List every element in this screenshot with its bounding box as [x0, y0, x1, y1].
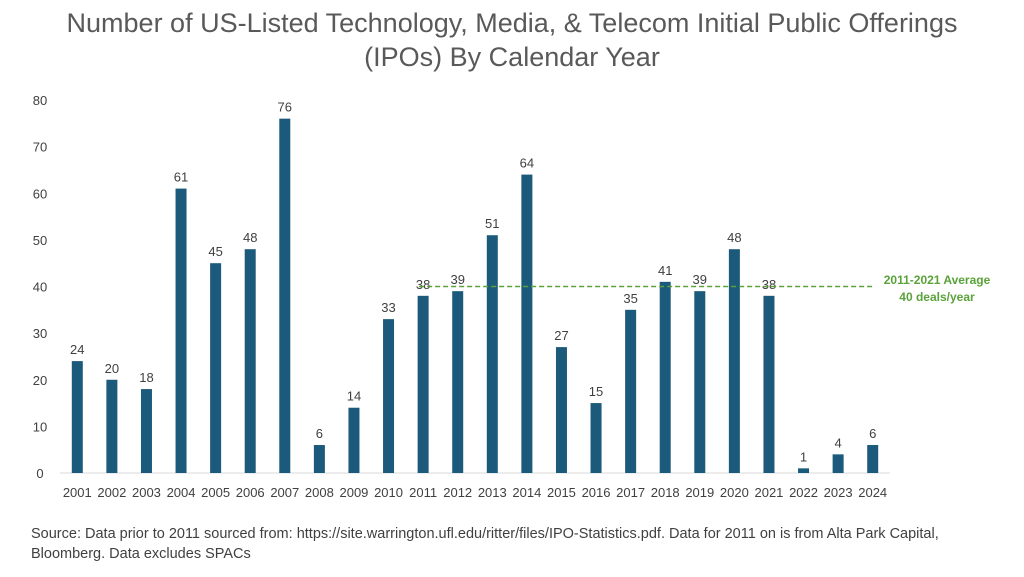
y-tick-label: 20 — [33, 373, 47, 388]
bar — [694, 291, 706, 473]
x-tick-label: 2008 — [305, 485, 334, 500]
average-label-line-1: 2011-2021 Average — [884, 273, 991, 287]
bar-value-label: 39 — [450, 272, 464, 287]
x-tick-label: 2005 — [201, 485, 230, 500]
bar — [659, 281, 671, 473]
bar-value-label: 48 — [243, 230, 257, 245]
bar-value-label: 64 — [520, 156, 534, 171]
source-note: Source: Data prior to 2011 sourced from:… — [31, 526, 939, 562]
bar-value-label: 45 — [208, 244, 222, 259]
y-tick-label: 10 — [33, 419, 47, 434]
bar-value-label: 6 — [869, 426, 876, 441]
bar — [728, 249, 740, 473]
x-tick-label: 2003 — [132, 485, 161, 500]
bar — [313, 445, 325, 473]
x-tick-label: 2009 — [339, 485, 368, 500]
bar-value-label: 20 — [105, 361, 119, 376]
bar-value-label: 4 — [835, 435, 842, 450]
bar-value-label: 76 — [278, 100, 292, 115]
bar — [348, 407, 360, 473]
bar — [555, 347, 567, 473]
bar-value-label: 51 — [485, 216, 499, 231]
x-tick-label: 2017 — [616, 485, 645, 500]
y-tick-label: 40 — [33, 280, 47, 295]
bar — [279, 118, 291, 474]
bar-chart: 0102030405060708024200120200218200361200… — [33, 93, 991, 500]
x-tick-label: 2020 — [720, 485, 749, 500]
bar — [106, 379, 118, 473]
x-tick-label: 2012 — [443, 485, 472, 500]
x-tick-label: 2006 — [236, 485, 265, 500]
chart-title: Number of US-Listed Technology, Media, &… — [0, 6, 1024, 74]
bar — [486, 235, 498, 473]
bar-value-label: 61 — [174, 170, 188, 185]
y-tick-label: 80 — [33, 93, 47, 108]
bar-value-label: 48 — [727, 230, 741, 245]
bar-value-label: 1 — [800, 449, 807, 464]
bar-value-label: 14 — [347, 389, 361, 404]
bar-value-label: 41 — [658, 263, 672, 278]
bar-value-label: 38 — [416, 277, 430, 292]
bar — [763, 295, 775, 473]
bar — [175, 188, 187, 473]
y-tick-label: 70 — [33, 140, 47, 155]
x-tick-label: 2018 — [651, 485, 680, 500]
bar — [140, 389, 152, 473]
bar-value-label: 27 — [554, 328, 568, 343]
x-tick-label: 2011 — [409, 485, 437, 500]
y-tick-label: 30 — [33, 326, 47, 341]
bar-value-label: 15 — [589, 384, 603, 399]
bar-value-label: 18 — [139, 370, 153, 385]
x-tick-label: 2001 — [63, 485, 92, 500]
bar — [210, 263, 222, 473]
bar — [625, 309, 637, 473]
bar-value-label: 6 — [316, 426, 323, 441]
y-tick-label: 60 — [33, 186, 47, 201]
chart-title-line-1: Number of US-Listed Technology, Media, &… — [66, 8, 958, 38]
x-tick-label: 2002 — [97, 485, 126, 500]
bar — [383, 319, 395, 473]
bar — [521, 174, 533, 473]
x-tick-label: 2004 — [167, 485, 196, 500]
x-tick-label: 2024 — [858, 485, 887, 500]
bar — [452, 291, 464, 473]
bar-value-label: 39 — [693, 272, 707, 287]
x-tick-label: 2021 — [754, 485, 783, 500]
bar — [244, 249, 256, 473]
bar — [417, 295, 429, 473]
x-tick-label: 2023 — [824, 485, 853, 500]
x-tick-label: 2019 — [685, 485, 714, 500]
bar-value-label: 35 — [623, 291, 637, 306]
chart-title-line-2: (IPOs) By Calendar Year — [364, 42, 660, 72]
average-label-line-2: 40 deals/year — [899, 290, 975, 304]
x-tick-label: 2016 — [582, 485, 611, 500]
x-tick-label: 2007 — [270, 485, 299, 500]
x-tick-label: 2022 — [789, 485, 818, 500]
y-tick-label: 50 — [33, 233, 47, 248]
bar — [867, 445, 879, 473]
bar — [798, 468, 810, 473]
bar-value-label: 24 — [70, 342, 84, 357]
bar — [590, 403, 602, 473]
bar-value-label: 33 — [381, 300, 395, 315]
x-tick-label: 2013 — [478, 485, 507, 500]
bar-value-label: 38 — [762, 277, 776, 292]
x-tick-label: 2010 — [374, 485, 403, 500]
bar — [71, 361, 83, 473]
y-tick-label: 0 — [36, 466, 43, 481]
x-tick-label: 2015 — [547, 485, 576, 500]
bar — [832, 454, 844, 473]
x-tick-label: 2014 — [512, 485, 541, 500]
